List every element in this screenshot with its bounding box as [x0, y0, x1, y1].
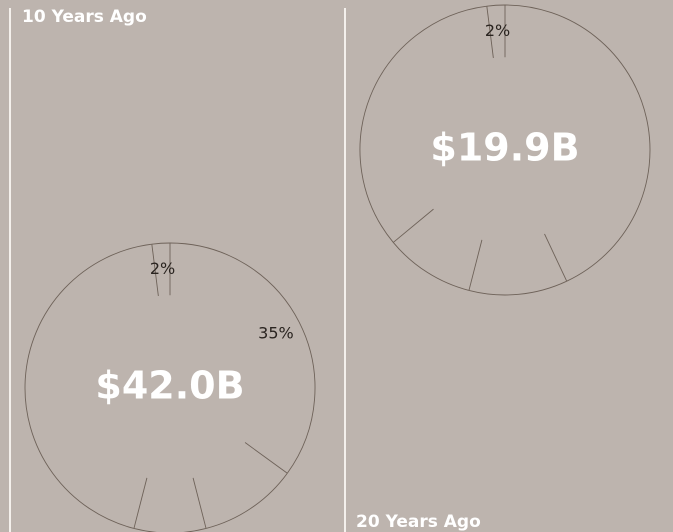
- slice-boundary: [392, 208, 434, 243]
- pie-title: 20 Years Ago: [356, 512, 481, 532]
- slice-boundary: [133, 477, 148, 529]
- slice-boundary: [468, 239, 483, 291]
- pie-slice: [504, 4, 651, 282]
- pie-slice: [468, 280, 567, 296]
- pie-slice: [24, 243, 152, 529]
- pie-slice: [392, 242, 470, 291]
- pie-total: $42.0B: [95, 364, 244, 408]
- pie-slice: [359, 5, 487, 243]
- pie-title: 10 Years Ago: [22, 7, 147, 27]
- slice-boundary: [486, 6, 494, 58]
- slice-boundary: [151, 244, 159, 296]
- pie-slice: [133, 528, 207, 532]
- pie-slice: [151, 242, 171, 245]
- slice-boundary: [544, 233, 568, 282]
- slice-boundary: [192, 477, 207, 529]
- slice-label: 2%: [485, 21, 510, 40]
- slice-boundary: [244, 442, 288, 474]
- pie-slice: [205, 472, 288, 529]
- pie-total: $19.9B: [430, 126, 579, 170]
- slice-label: 35%: [258, 324, 294, 343]
- slice-label: 2%: [150, 259, 175, 278]
- pie-slice: [169, 242, 316, 474]
